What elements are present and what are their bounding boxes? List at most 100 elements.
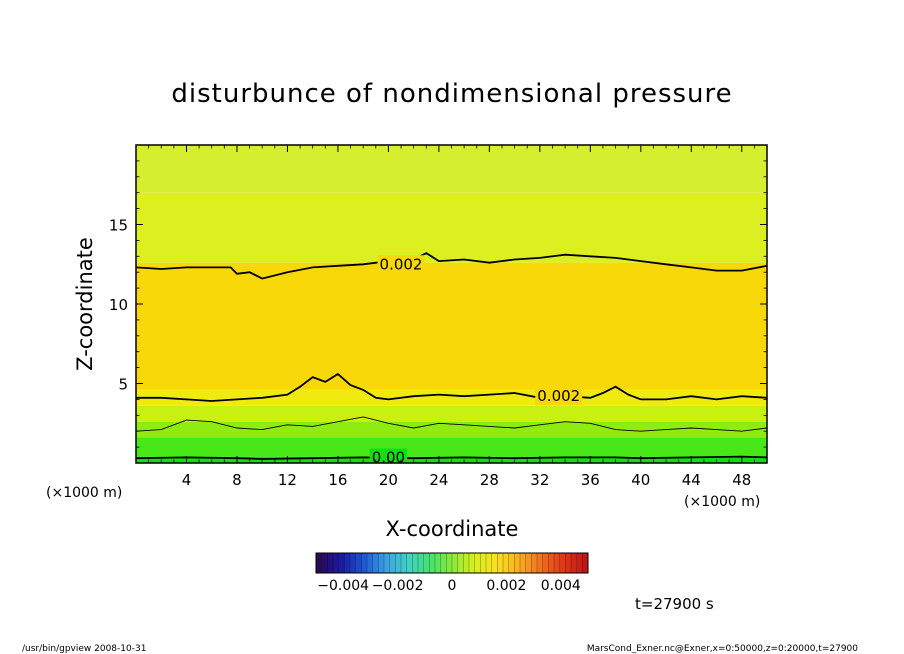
colorbar-tick-label-1: −0.002 <box>372 578 424 594</box>
heatmap-band-5 <box>136 262 767 390</box>
colorbar-cell <box>508 553 515 573</box>
x-tick-label-48: 48 <box>732 471 751 489</box>
colorbar-cell <box>350 553 356 573</box>
colorbar-tick-label-2: 0 <box>448 578 457 594</box>
x-tick-label-16: 16 <box>328 471 347 489</box>
heatmap-band-6 <box>136 192 767 263</box>
colorbar-cell <box>559 553 566 573</box>
x-axis: 4 8 12 16 20 24 28 32 36 40 44 48 <box>148 145 755 489</box>
contour-label-2: 0.002 <box>537 387 580 405</box>
chart-title: disturbunce of nondimensional pressure <box>171 79 732 109</box>
x-tick-label-28: 28 <box>480 471 499 489</box>
contour-line-3 <box>136 252 767 280</box>
colorbar-cell <box>497 553 504 573</box>
x-tick-label-44: 44 <box>682 471 701 489</box>
colorbar-cell <box>395 553 402 573</box>
colorbar-cell <box>548 553 555 573</box>
colorbar-cell <box>333 553 339 573</box>
x-tick-label-20: 20 <box>379 471 398 489</box>
colorbar-tick-label-4: 0.004 <box>541 578 581 594</box>
colorbar-cell <box>491 553 498 573</box>
footer-right: MarsCond_Exner.nc@Exner,x=0:50000,z=0:20… <box>587 644 858 654</box>
colorbar-cell <box>486 553 492 573</box>
y-axis: 5 10 15 <box>109 160 767 448</box>
colorbar-cell <box>423 553 430 573</box>
colorbar-cell <box>321 553 328 573</box>
colorbar-cell <box>418 553 424 573</box>
y-unit-label: (×1000 m) <box>46 485 122 501</box>
colorbar-cell <box>327 553 334 573</box>
colorbar-cell <box>542 553 549 573</box>
colorbar-ticks: −0.004 −0.002 0 0.002 0.004 <box>317 578 581 594</box>
colorbar-cell <box>537 553 543 573</box>
colorbar-cell <box>576 553 583 573</box>
heatmap-band-1 <box>136 437 767 457</box>
contour-line-1 <box>136 416 767 432</box>
heatmap-bands <box>136 145 767 463</box>
x-tick-label-12: 12 <box>278 471 297 489</box>
colorbar-cell <box>463 553 470 573</box>
x-tick-label-4: 4 <box>182 471 192 489</box>
footer-left: /usr/bin/gpview 2008-10-31 <box>22 644 146 654</box>
colorbar-cell <box>338 553 345 573</box>
colorbar-cell <box>344 553 351 573</box>
colorbar-cell <box>520 553 526 573</box>
colorbar-cell <box>367 553 373 573</box>
contour-label-0: 0.00 <box>372 448 405 466</box>
time-label: t=27900 s <box>635 595 714 613</box>
x-unit-label: (×1000 m) <box>684 494 760 510</box>
colorbar <box>315 552 589 574</box>
plot-area: 0.00 0.002 0.002 <box>136 145 767 466</box>
x-axis-label: X-coordinate <box>386 517 519 541</box>
x-tick-label-40: 40 <box>631 471 650 489</box>
heatmap-band-7 <box>136 145 767 193</box>
colorbar-cell <box>412 553 419 573</box>
contour-label-bg-0 <box>369 448 408 463</box>
colorbar-cell <box>531 553 538 573</box>
colorbar-cell <box>474 553 481 573</box>
colorbar-cell <box>316 553 322 573</box>
colorbar-tick-label-3: 0.002 <box>486 578 526 594</box>
colorbar-cell <box>469 553 475 573</box>
colorbar-cell <box>372 553 379 573</box>
colorbar-cell <box>525 553 532 573</box>
colorbar-cell <box>440 553 447 573</box>
colorbar-cell <box>361 553 368 573</box>
colorbar-frame <box>315 552 589 574</box>
colorbar-cell <box>435 553 441 573</box>
colorbar-cell <box>452 553 458 573</box>
contour-line-2 <box>136 372 767 402</box>
contour-label-3: 0.002 <box>380 255 423 273</box>
colorbar-cell <box>571 553 577 573</box>
y-tick-label-10: 10 <box>109 296 128 314</box>
x-tick-label-36: 36 <box>581 471 600 489</box>
colorbar-cell <box>554 553 560 573</box>
colorbar-cell <box>401 553 407 573</box>
x-tick-label-24: 24 <box>429 471 448 489</box>
x-tick-label-8: 8 <box>232 471 242 489</box>
colorbar-cell <box>480 553 487 573</box>
colorbar-cell <box>446 553 453 573</box>
colorbar-cell <box>457 553 464 573</box>
colorbar-cell <box>514 553 521 573</box>
contour-label-bg-3 <box>377 255 425 274</box>
y-tick-label-15: 15 <box>109 217 128 235</box>
colorbar-cell <box>384 553 390 573</box>
colorbar-cell <box>582 553 589 573</box>
heatmap-band-3 <box>136 405 767 422</box>
colorbar-cell <box>429 553 436 573</box>
contour-line-0 <box>136 455 767 460</box>
contour-lines: 0.00 0.002 0.002 <box>136 252 767 466</box>
contour-label-bg-2 <box>535 387 583 406</box>
y-axis-label: Z-coordinate <box>73 237 97 371</box>
colorbar-cell <box>406 553 413 573</box>
y-tick-label-5: 5 <box>118 376 128 394</box>
colorbar-cell <box>503 553 509 573</box>
heatmap-band-4 <box>136 389 767 406</box>
x-tick-label-32: 32 <box>530 471 549 489</box>
colorbar-cell <box>389 553 396 573</box>
colorbar-tick-label-0: −0.004 <box>317 578 369 594</box>
colorbar-cell <box>355 553 362 573</box>
colorbar-cell <box>565 553 572 573</box>
